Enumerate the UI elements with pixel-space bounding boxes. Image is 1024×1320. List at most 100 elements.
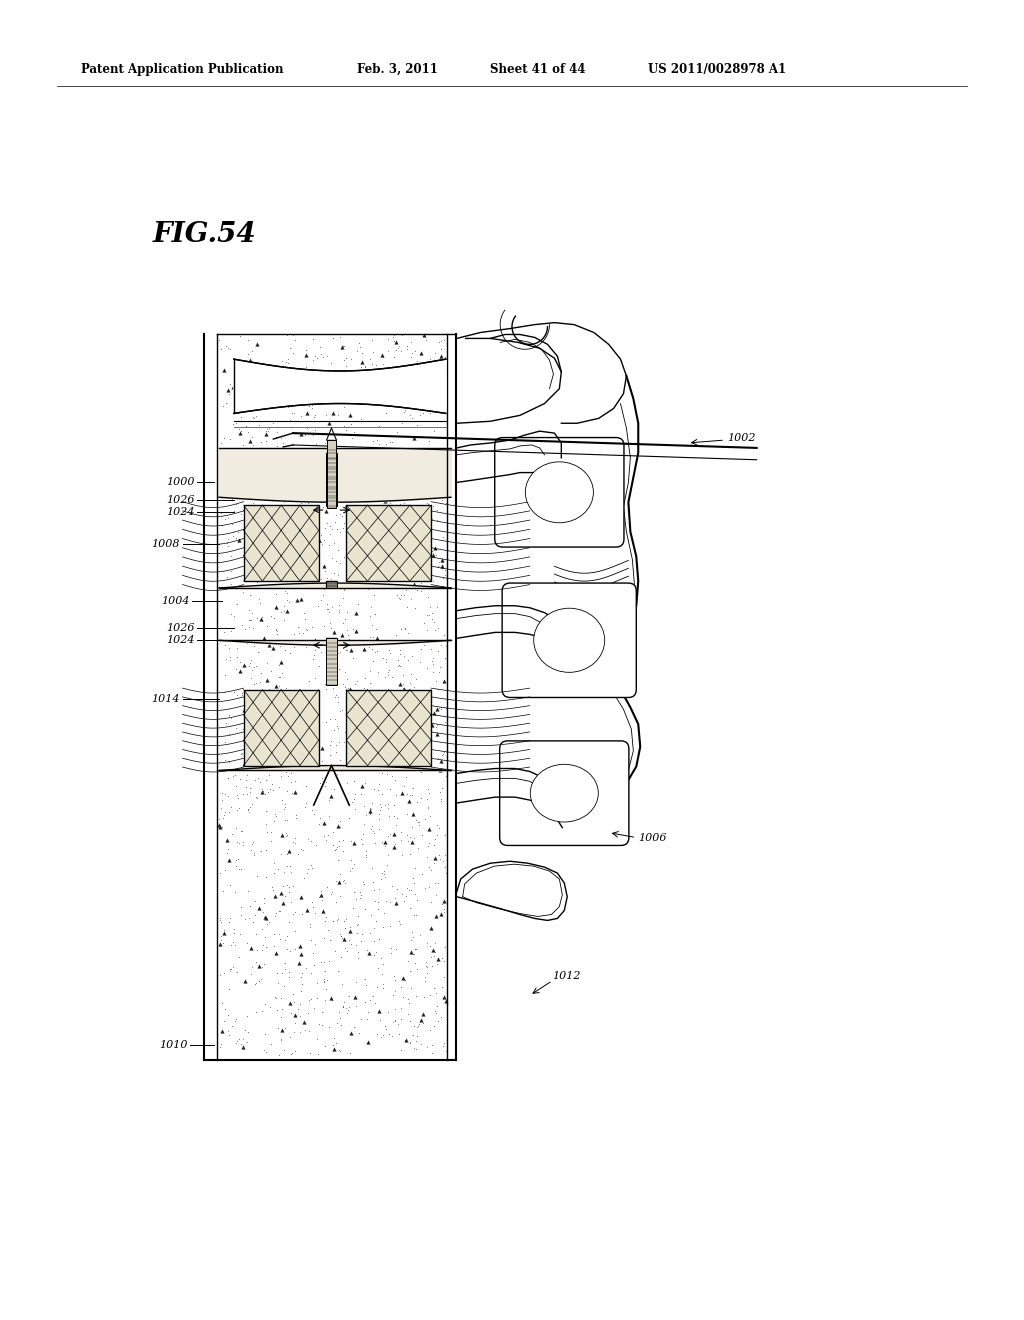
Point: [272, 651, 289, 672]
Point: [435, 438, 452, 459]
Point: [419, 359, 435, 380]
Point: [250, 558, 266, 579]
Point: [211, 814, 227, 836]
Point: [426, 611, 442, 632]
Point: [332, 750, 348, 771]
Point: [242, 610, 258, 631]
Point: [309, 987, 326, 1008]
Point: [325, 1035, 341, 1056]
Point: [398, 702, 415, 723]
Point: [356, 355, 373, 376]
Point: [287, 832, 303, 853]
Point: [278, 809, 294, 830]
Point: [406, 803, 422, 824]
Point: [283, 417, 299, 438]
Point: [380, 805, 396, 826]
Point: [229, 521, 246, 543]
Point: [318, 598, 335, 619]
Point: [375, 1024, 391, 1045]
Point: [287, 902, 303, 923]
Point: [354, 776, 371, 797]
Point: [349, 470, 366, 491]
Point: [399, 825, 416, 846]
Point: [345, 898, 361, 919]
Point: [361, 529, 378, 550]
Point: [273, 883, 290, 904]
Point: [373, 869, 389, 890]
Point: [362, 348, 379, 370]
Point: [373, 366, 389, 387]
Point: [268, 362, 285, 383]
Point: [384, 1026, 400, 1047]
Point: [253, 957, 269, 978]
Point: [269, 421, 286, 442]
Point: [395, 891, 412, 912]
Point: [298, 958, 314, 979]
Point: [276, 793, 293, 814]
Point: [428, 597, 444, 618]
Point: [340, 631, 356, 652]
Point: [319, 651, 336, 672]
Point: [305, 644, 322, 665]
Point: [365, 638, 381, 659]
Point: [403, 331, 420, 352]
Point: [270, 576, 287, 597]
Point: [234, 730, 251, 751]
Point: [347, 568, 364, 589]
Point: [325, 911, 341, 932]
Point: [276, 797, 293, 818]
Point: [232, 896, 249, 917]
Point: [418, 330, 434, 351]
Point: [348, 620, 365, 642]
Point: [335, 830, 351, 851]
Point: [419, 492, 435, 513]
Point: [371, 565, 387, 586]
Point: [331, 594, 347, 615]
Point: [261, 417, 278, 438]
Point: [396, 619, 413, 640]
Point: [257, 867, 273, 888]
Point: [247, 387, 263, 408]
Point: [233, 375, 250, 396]
Point: [289, 590, 305, 611]
Point: [419, 400, 435, 421]
Point: [380, 793, 396, 814]
Point: [267, 367, 284, 388]
Point: [435, 899, 452, 920]
Point: [327, 1039, 343, 1060]
Point: [347, 986, 364, 1007]
Point: [420, 494, 436, 515]
Point: [268, 999, 285, 1020]
Point: [361, 800, 378, 821]
Point: [311, 480, 328, 502]
Point: [239, 545, 255, 566]
Point: [420, 797, 436, 818]
Point: [253, 574, 269, 595]
Point: [242, 585, 258, 606]
Point: [281, 961, 297, 982]
Point: [276, 566, 293, 587]
Point: [374, 863, 390, 884]
Point: [249, 607, 265, 628]
Point: [413, 1034, 429, 1055]
Point: [419, 657, 435, 678]
Point: [212, 503, 228, 524]
Point: [257, 801, 273, 822]
Point: [258, 424, 274, 445]
Point: [281, 841, 297, 862]
Point: [434, 777, 451, 799]
Point: [252, 772, 268, 793]
Point: [216, 805, 232, 826]
Point: [354, 455, 371, 477]
Point: [436, 671, 453, 692]
Point: [231, 1028, 248, 1049]
Point: [419, 619, 435, 640]
Point: [253, 455, 269, 477]
Point: [286, 444, 302, 465]
Point: [266, 924, 283, 945]
Point: [253, 742, 269, 763]
Point: [346, 987, 362, 1008]
Point: [387, 979, 403, 1001]
Point: [297, 729, 313, 750]
Point: [352, 453, 369, 474]
